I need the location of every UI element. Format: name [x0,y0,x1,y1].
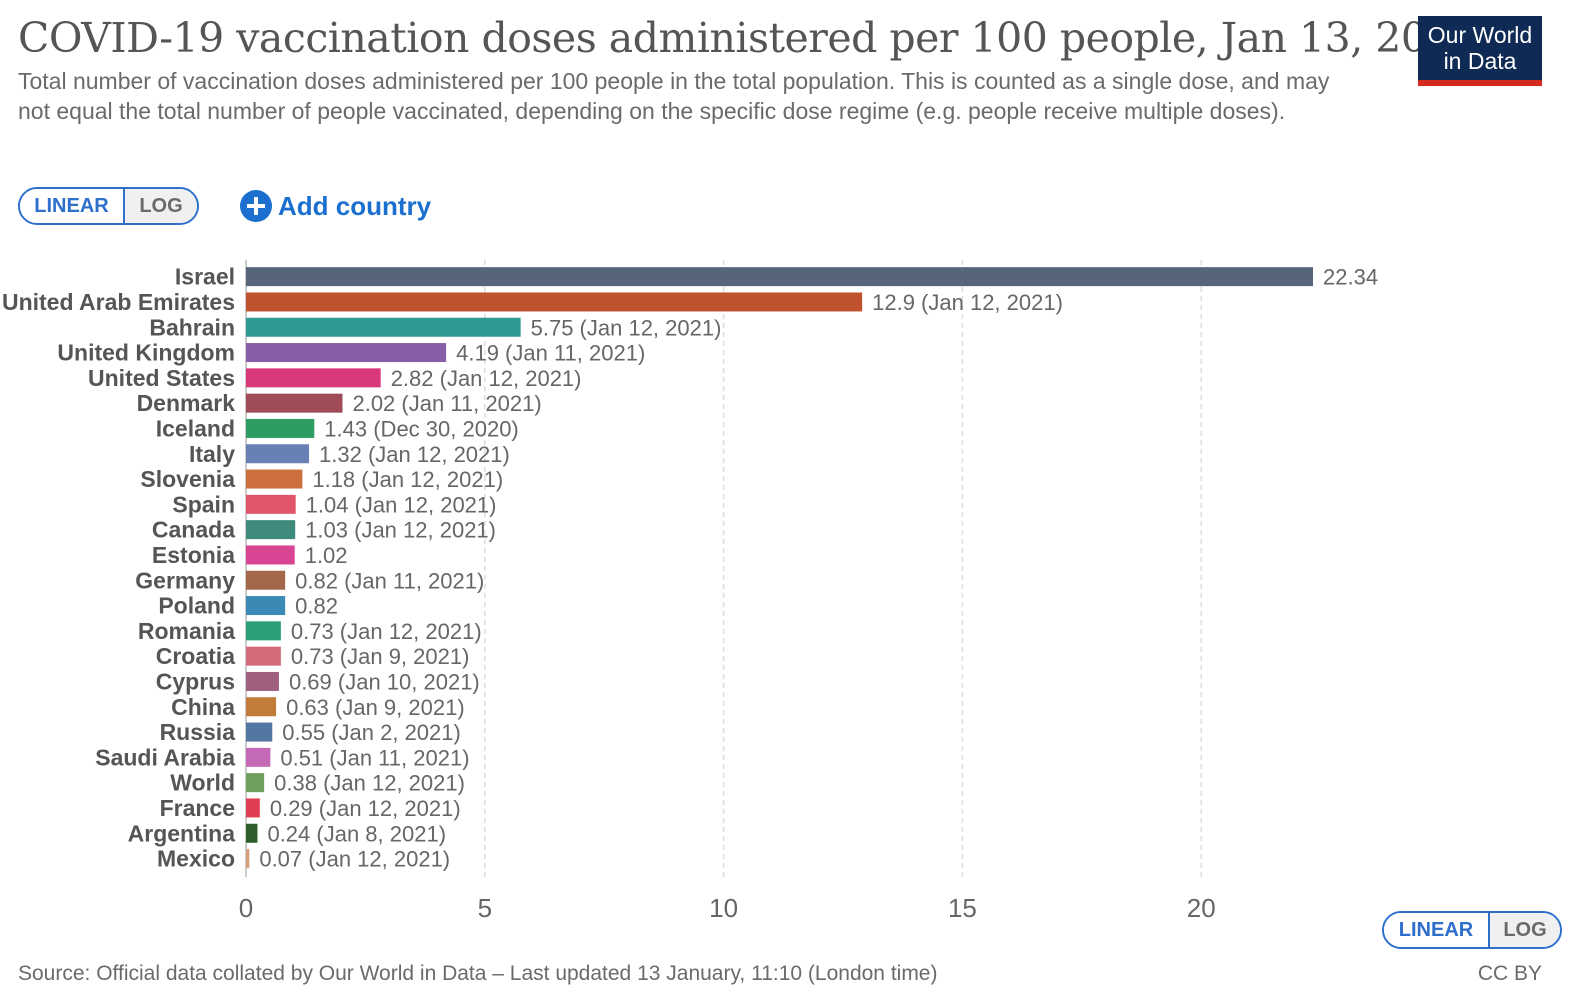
bar [246,747,271,767]
value-label: 0.51 (Jan 11, 2021) [280,745,469,770]
value-label: 5.75 (Jan 12, 2021) [531,315,722,340]
bar-chart: 0 5 10 15 20 Israel 22.34 United Arab Emirates 1… [2,260,1378,923]
bar [246,823,258,843]
category-label: Bahrain [149,314,235,340]
bar [246,646,281,666]
bar [246,368,381,388]
category-label: Russia [160,719,236,745]
value-label: 4.19 (Jan 11, 2021) [456,341,645,366]
category-label: United Kingdom [57,340,235,366]
value-label: 0.63 (Jan 9, 2021) [286,695,465,720]
value-label: 2.02 (Jan 11, 2021) [352,391,541,416]
value-label: 0.24 (Jan 8, 2021) [267,821,446,846]
bar [246,469,303,489]
value-label: 0.82 [295,594,338,619]
bar [246,697,277,717]
value-label: 0.29 (Jan 12, 2021) [270,796,461,821]
value-label: 0.82 (Jan 11, 2021) [295,568,484,593]
bar [246,849,250,869]
category-label: Denmark [137,390,236,416]
category-label: Israel [175,264,235,290]
bar [246,393,343,413]
category-label: China [171,694,235,720]
value-label: 1.04 (Jan 12, 2021) [306,492,497,517]
category-label: World [170,770,235,796]
category-label: Germany [135,567,235,593]
bar [246,722,273,742]
category-label: Estonia [152,542,235,568]
logo-line-2: in Data [1443,48,1517,74]
bar [246,520,296,540]
category-label: Spain [172,491,235,517]
value-label: 1.43 (Dec 30, 2020) [324,416,518,441]
category-label: France [160,795,235,821]
linear-scale-button[interactable]: LINEAR [20,189,123,223]
x-tick-label: 15 [948,893,977,923]
category-label: Cyprus [156,668,235,694]
bar [246,570,286,590]
category-label: Italy [189,441,235,467]
source-note: Source: Official data collated by Our Wo… [18,962,938,985]
bar [246,621,281,641]
x-tick-label: 5 [478,893,492,923]
bar [246,343,447,363]
value-label: 0.73 (Jan 9, 2021) [291,644,470,669]
owid-logo[interactable]: Our World in Data [1418,16,1542,86]
bar [246,292,863,312]
category-label: Saudi Arabia [95,744,235,770]
plus-circle-icon [240,190,272,222]
category-label: Croatia [156,643,235,669]
value-label: 0.07 (Jan 12, 2021) [259,847,450,872]
value-label: 1.18 (Jan 12, 2021) [312,467,503,492]
bar [246,418,315,438]
category-label: United Arab Emirates [2,289,235,315]
category-label: Romania [138,618,235,644]
value-label: 0.69 (Jan 10, 2021) [289,669,480,694]
value-label: 12.9 (Jan 12, 2021) [872,290,1063,315]
value-label: 0.73 (Jan 12, 2021) [291,619,482,644]
x-tick-label: 20 [1187,893,1216,923]
category-label: Iceland [156,415,235,441]
category-label: United States [88,365,235,391]
linear-scale-button-bottom[interactable]: LINEAR [1384,913,1488,947]
logo-line-1: Our World [1427,22,1533,48]
bar [246,671,279,691]
category-label: Mexico [157,846,235,872]
category-label: Argentina [128,820,236,846]
chart-subtitle: Total number of vaccination doses admini… [18,68,1330,124]
value-label: 0.55 (Jan 2, 2021) [282,720,461,745]
log-scale-button-bottom[interactable]: LOG [1488,913,1560,947]
scale-toggle-bottom: LINEAR LOG [1382,911,1562,949]
add-country-label: Add country [278,190,432,221]
log-scale-button[interactable]: LOG [123,189,197,223]
value-label: 1.02 [305,543,348,568]
category-label: Poland [158,593,235,619]
value-label: 1.32 (Jan 12, 2021) [319,442,510,467]
value-label: 1.03 (Jan 12, 2021) [305,518,496,543]
bar [246,596,286,616]
license-link[interactable]: CC BY [1477,962,1542,985]
bar [246,798,260,818]
category-label: Slovenia [140,466,235,492]
x-tick-label: 0 [239,893,253,923]
bar [246,773,265,793]
bar [246,444,310,464]
x-tick-label: 10 [709,893,738,923]
add-country-button[interactable]: Add country [240,188,431,224]
value-label: 2.82 (Jan 12, 2021) [391,366,582,391]
chart-title: COVID-19 vaccination doses administered … [18,14,1478,62]
bar [246,494,296,514]
bar [246,545,295,565]
bar [246,317,521,337]
value-label: 0.38 (Jan 12, 2021) [274,771,465,796]
category-label: Canada [152,517,235,543]
scale-toggle-top: LINEAR LOG [18,187,199,225]
bar [246,267,1313,287]
value-label: 22.34 [1323,265,1378,290]
